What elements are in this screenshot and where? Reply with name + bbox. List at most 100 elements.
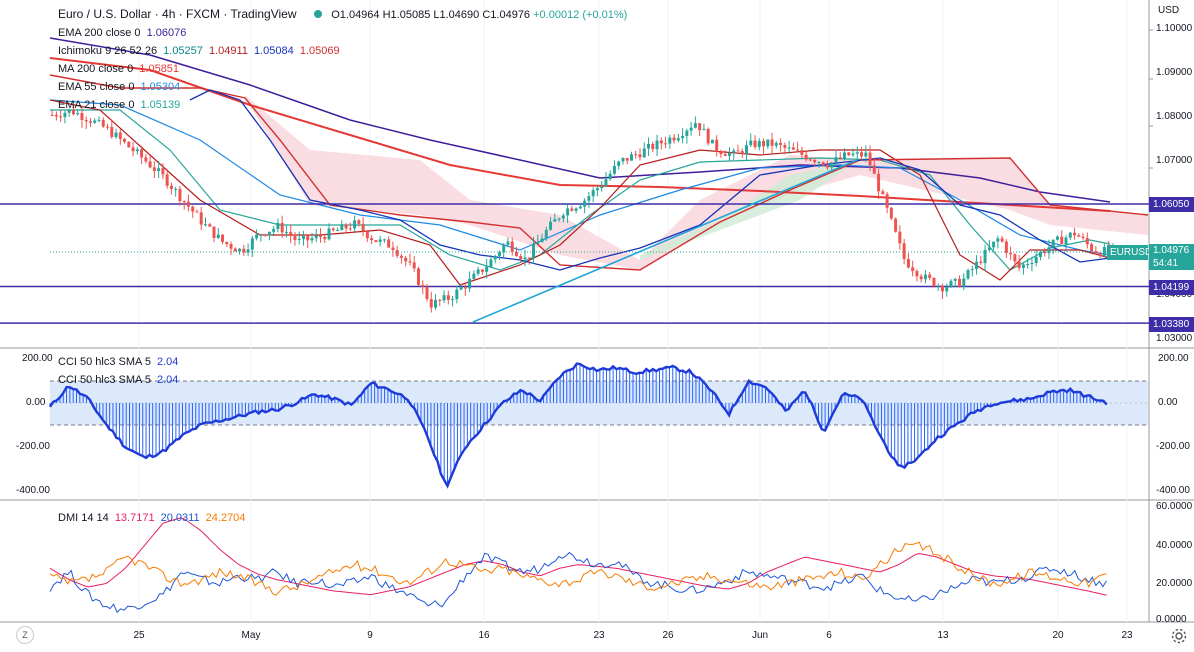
candle-body [958, 278, 962, 287]
cci-band-fill [50, 381, 1148, 425]
legend-dmi[interactable]: DMI 14 14 13.7171 20.0311 24.2704 [58, 512, 248, 524]
candle-body [834, 157, 838, 163]
candle-body [378, 239, 382, 242]
candle-body [727, 152, 731, 156]
ema200-value: 1.06076 [146, 27, 187, 39]
candle-body [416, 268, 420, 285]
legend-cci-2[interactable]: CCI 50 hlc3 SMA 5 2.04 [58, 374, 181, 386]
candle-body [996, 238, 1000, 242]
candle-body [655, 140, 659, 150]
candle-body [272, 228, 276, 232]
candle-body [297, 238, 301, 240]
candle-body [310, 238, 314, 241]
ema21-value: 1.05139 [140, 99, 181, 111]
candle-body [566, 208, 570, 216]
ema21-label: EMA 21 close 0 [58, 99, 135, 111]
candle-body [975, 261, 979, 270]
candle-body [80, 112, 84, 120]
candle-body [336, 230, 340, 232]
candle-body [169, 185, 173, 189]
candle-body [1094, 251, 1098, 254]
candle-body [191, 206, 195, 212]
candle-body [1073, 232, 1077, 236]
candle-body [1021, 264, 1025, 268]
candle-body [84, 119, 88, 122]
candle-body [1060, 236, 1064, 245]
candle-body [510, 241, 514, 252]
candle-body [199, 212, 203, 225]
candle-body [698, 123, 702, 131]
candle-body [617, 161, 621, 166]
symbol-title[interactable]: Euro / U.S. Dollar · 4h · FXCM · Trading… [58, 7, 297, 21]
candle-body [1081, 236, 1085, 239]
candle-body [821, 162, 825, 166]
candle-body [774, 142, 778, 146]
candle-body [587, 196, 591, 201]
candle-body [463, 287, 467, 289]
candle-body [284, 232, 288, 234]
candle-body [1038, 251, 1042, 257]
legend-cci-1[interactable]: CCI 50 hlc3 SMA 5 2.04 [58, 356, 181, 368]
candle-body [340, 224, 344, 231]
candle-body [676, 138, 680, 141]
candle-body [519, 255, 523, 260]
candle-body [992, 241, 996, 248]
price-tick: 1.03000 [1156, 333, 1193, 344]
candle-body [804, 154, 808, 160]
candle-body [71, 109, 75, 115]
legend-ema21[interactable]: EMA 21 close 0 1.05139 [58, 99, 183, 111]
candle-body [267, 231, 271, 236]
candle-body [497, 252, 501, 256]
gear-icon[interactable] [1170, 627, 1188, 645]
time-tick: 16 [478, 630, 490, 641]
ichimoku-v4: 1.05069 [299, 45, 340, 57]
candle-body [54, 115, 58, 117]
candle-body [570, 208, 574, 211]
candle-body [101, 119, 105, 127]
time-tick: 23 [593, 630, 605, 641]
currency-label[interactable]: USD [1158, 5, 1180, 16]
candle-body [702, 128, 706, 131]
candle-body [165, 174, 169, 186]
legend-ema55[interactable]: EMA 55 close 0 1.05304 [58, 81, 183, 93]
candle-body [1085, 238, 1089, 245]
ma200-line [49, 57, 1111, 212]
last-price-tag: 1.04976 54:41 [1149, 244, 1194, 270]
zoom-reset-button[interactable]: Z [16, 626, 34, 644]
candle-body [779, 142, 783, 145]
candle-body [353, 220, 357, 229]
candle-body [140, 149, 144, 158]
close-value: C1.04976 [482, 9, 531, 21]
candle-body [932, 277, 936, 287]
candle-body [825, 165, 829, 168]
candle-body [1013, 254, 1017, 262]
candle-body [830, 162, 834, 168]
candle-body [246, 249, 250, 253]
candle-body [659, 140, 663, 144]
candle-body [1055, 236, 1059, 240]
candle-body [480, 269, 484, 272]
cci-value: 2.04 [157, 356, 179, 368]
ichimoku-span-b [49, 74, 1149, 271]
candle-body [851, 153, 855, 156]
candle-body [514, 251, 518, 256]
dmi-label: DMI 14 14 [58, 512, 109, 524]
candle-body [157, 168, 161, 172]
candle-body [647, 143, 651, 149]
candle-body [962, 278, 966, 287]
cci-tick-left: 200.00 [22, 353, 53, 364]
candle-body [860, 152, 864, 157]
legend-ma200[interactable]: MA 200 close 0 1.05851 [58, 63, 182, 75]
candle-body [276, 222, 280, 229]
candle-body [438, 299, 442, 301]
candle-body [50, 114, 54, 116]
candle-body [152, 167, 156, 172]
legend-ichimoku[interactable]: Ichimoku 9 26 52 26 1.05257 1.04911 1.05… [58, 45, 343, 57]
candle-body [664, 143, 668, 145]
candle-body [808, 159, 812, 161]
candle-body [557, 218, 561, 220]
candle-body [280, 222, 284, 233]
ema55-value: 1.05304 [140, 81, 181, 93]
legend-ema200[interactable]: EMA 200 close 0 1.06076 [58, 27, 189, 39]
candle-body [625, 157, 629, 161]
